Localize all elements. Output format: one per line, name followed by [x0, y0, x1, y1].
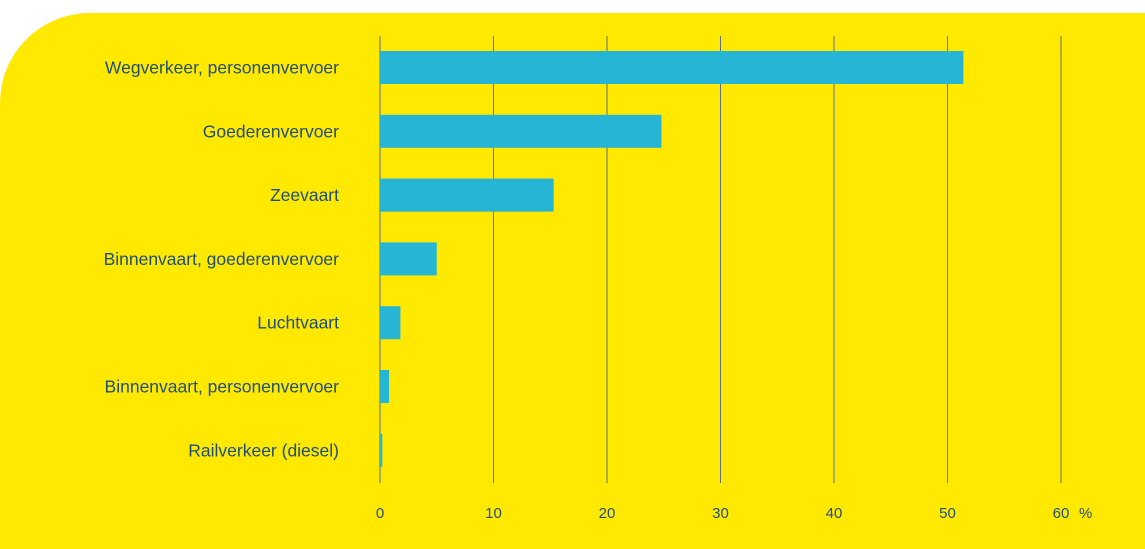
category-label: Luchtvaart	[257, 313, 339, 333]
category-label: Binnenvaart, personenvervoer	[105, 377, 340, 397]
bar	[380, 242, 437, 276]
category-label: Zeevaart	[270, 185, 339, 205]
bar	[380, 178, 554, 212]
category-label: Goederenvervoer	[203, 121, 339, 141]
chart-panel: 0 10 20 30 40 50 60% Wegverkeer, personenvervoe…	[0, 13, 1145, 549]
category-label: Binnenvaart, goederenvervoer	[104, 249, 340, 269]
bar	[380, 433, 383, 467]
category-label: Wegverkeer, personenvervoer	[105, 58, 339, 78]
x-tick-label: 0	[376, 505, 384, 522]
x-unit-label: %	[1079, 505, 1092, 522]
x-tick-label: 40	[826, 505, 843, 522]
x-tick-label: 60	[1053, 505, 1070, 522]
x-tick-label: 30	[712, 505, 729, 522]
bar	[380, 51, 964, 84]
bar	[380, 114, 662, 148]
x-tick-label: 50	[939, 505, 956, 522]
bar	[380, 370, 390, 403]
chart-background	[0, 13, 1145, 549]
x-tick-label: 20	[599, 505, 616, 522]
bar	[380, 306, 401, 340]
category-label: Railverkeer (diesel)	[188, 440, 339, 460]
x-tick-label: 10	[485, 505, 502, 522]
bar-chart: 0 10 20 30 40 50 60 % Wegverkeer, personenvervoe…	[0, 13, 1145, 549]
